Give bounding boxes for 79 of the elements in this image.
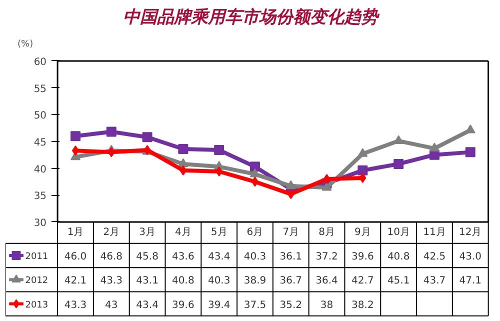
legend-label: 2011 [25, 252, 48, 262]
point [394, 158, 404, 169]
data-label: 43.3 [64, 300, 87, 311]
data-label: 39.6 [172, 300, 194, 311]
point [214, 145, 224, 156]
point [286, 180, 296, 190]
x-tick-label: 2月 [103, 227, 120, 238]
x-tick-label: 12月 [459, 227, 482, 238]
x-tick-label: 8月 [318, 227, 335, 238]
point [322, 182, 332, 191]
point [251, 176, 258, 187]
point [358, 165, 368, 176]
point [250, 162, 260, 172]
chart-title: 中国品牌乘用车市场份额变化趋势 [123, 8, 380, 28]
point [287, 189, 294, 200]
data-label: 45.8 [136, 252, 158, 263]
point [358, 148, 368, 157]
y-axis-title: (%) [18, 40, 34, 50]
data-label: 35.2 [280, 300, 302, 311]
x-tick-label: 11月 [423, 227, 446, 238]
point [178, 144, 188, 154]
x-tick-label: 10月 [387, 227, 410, 238]
data-label: 36.7 [280, 276, 302, 287]
y-tick-label: 30 [34, 218, 47, 229]
x-tick-label: 7月 [282, 227, 300, 238]
point [429, 142, 440, 152]
point [323, 174, 330, 184]
y-tick-label: 40 [34, 164, 47, 176]
x-tick-label: 4月 [175, 227, 192, 238]
data-label: 36.4 [316, 276, 338, 287]
point [465, 147, 476, 158]
data-label: 43.6 [172, 252, 194, 263]
data-label: 46.8 [100, 252, 123, 263]
data-label: 40.3 [208, 276, 230, 287]
data-label: 47.1 [459, 276, 482, 287]
data-label: 43.1 [136, 276, 158, 287]
data-label: 40.8 [387, 252, 410, 263]
x-tick-label: 1月 [67, 227, 84, 238]
point [250, 168, 260, 178]
point [178, 158, 188, 168]
data-label: 42.1 [64, 276, 87, 287]
x-tick-label: 9月 [354, 227, 371, 238]
data-label: 40.8 [172, 276, 194, 287]
data-label: 38.2 [352, 300, 374, 311]
point [180, 165, 187, 176]
data-label: 43.4 [136, 300, 158, 311]
x-tick-label: 3月 [139, 227, 156, 238]
y-tick-label: 60 [34, 56, 47, 68]
data-label: 39.4 [208, 300, 230, 311]
point [70, 131, 80, 142]
data-label: 39.6 [352, 252, 374, 263]
point [106, 126, 116, 137]
data-label: 43.4 [208, 252, 230, 263]
y-tick-label: 45 [34, 137, 47, 148]
data-label: 37.2 [316, 252, 338, 263]
legend-label: 2012 [25, 276, 48, 286]
y-tick-label: 55 [34, 84, 47, 95]
point [108, 147, 115, 158]
data-label: 42.7 [352, 276, 374, 287]
data-label: 38 [320, 300, 334, 311]
data-label: 45.1 [387, 276, 410, 287]
data-label: 40.3 [244, 252, 266, 263]
x-tick-label: 6月 [246, 227, 264, 238]
x-tick-label: 5月 [210, 227, 228, 238]
y-tick-label: 35 [34, 191, 47, 202]
data-label: 43 [105, 300, 118, 311]
legend-label: 2013 [25, 300, 48, 310]
data-label: 43.0 [459, 252, 482, 263]
point [359, 172, 366, 183]
data-label: 37.5 [244, 300, 266, 311]
data-label: 42.5 [423, 252, 446, 263]
point [216, 166, 223, 177]
point [142, 132, 152, 142]
y-tick-label: 50 [34, 110, 47, 122]
data-label: 43.3 [100, 276, 123, 287]
data-label: 43.7 [423, 276, 446, 287]
data-label: 36.1 [280, 252, 302, 263]
data-label: 38.9 [244, 276, 266, 287]
data-label: 46.0 [64, 252, 87, 263]
